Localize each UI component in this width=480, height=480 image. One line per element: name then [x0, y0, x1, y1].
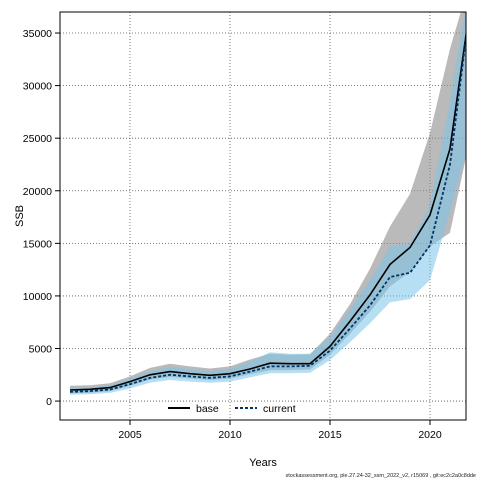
y-tick-label: 35000 — [23, 28, 52, 40]
x-tick-label: 2020 — [418, 429, 442, 441]
y-tick-label: 5000 — [29, 343, 53, 355]
x-axis-title: Years — [249, 457, 277, 469]
legend: base current — [168, 403, 296, 415]
y-tick-label: 25000 — [23, 133, 52, 145]
footnote: stockassessment.org, ple.27.24-32_ssm_20… — [286, 473, 476, 479]
axis-ticks: 2005 2010 2015 2020 0 5000 10000 15000 20000 2500… — [23, 28, 442, 441]
band-base — [70, 12, 466, 394]
series-lines — [69, 29, 466, 393]
y-tick-label: 30000 — [23, 81, 52, 93]
x-tick-label: 2010 — [218, 429, 242, 441]
confidence-bands — [70, 12, 466, 395]
legend-label-base: base — [196, 403, 219, 415]
y-tick-label: 20000 — [23, 186, 52, 198]
plot-frame — [59, 11, 467, 421]
line-current — [69, 31, 466, 393]
x-tick-label: 2015 — [318, 429, 342, 441]
legend-label-current: current — [263, 403, 296, 415]
y-axis-title: SSB — [14, 205, 26, 227]
x-tick-label: 2005 — [118, 429, 142, 441]
y-tick-label: 0 — [46, 396, 52, 408]
y-tick-label: 15000 — [23, 238, 52, 250]
line-base — [69, 29, 466, 391]
y-tick-label: 10000 — [23, 291, 52, 303]
